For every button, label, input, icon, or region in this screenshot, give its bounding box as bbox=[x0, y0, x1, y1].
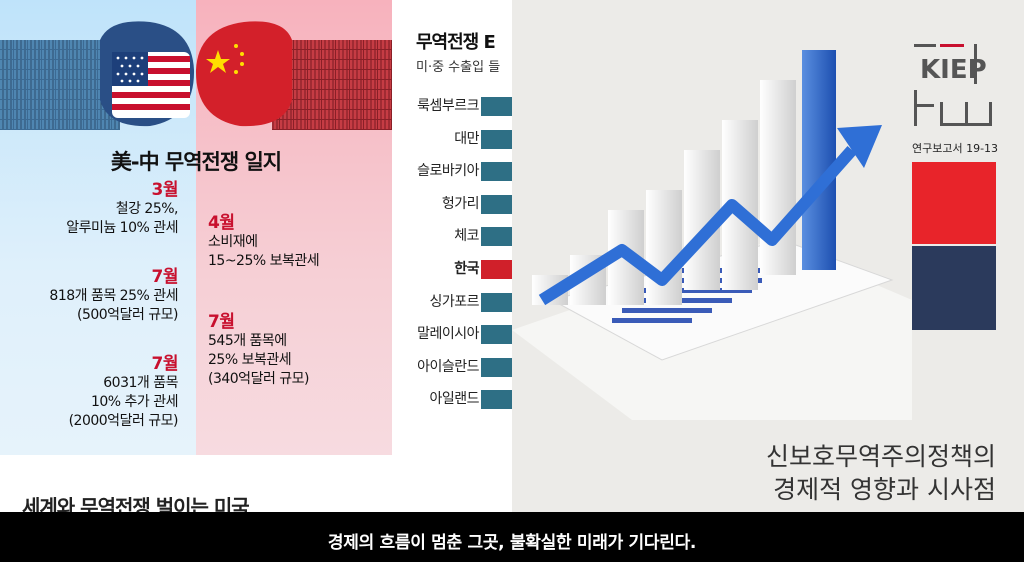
usa-event-2: 7월 818개 품목 25% 관세 (500억달러 규모) bbox=[49, 268, 178, 325]
country-row: 아일랜드 bbox=[392, 389, 512, 409]
country-row: 아이슬란드 bbox=[392, 357, 512, 377]
event-line: 6031개 품목 bbox=[103, 375, 178, 391]
event-month: 7월 bbox=[208, 312, 235, 332]
country-label: 대만 bbox=[454, 131, 479, 147]
event-line: 818개 품목 25% 관세 bbox=[49, 288, 178, 304]
kiep-logo-text: KIEP bbox=[920, 55, 987, 85]
infographic-title: 美-中 무역전쟁 일지 bbox=[110, 150, 282, 174]
country-row: 싱가포르 bbox=[392, 292, 512, 312]
event-month: 7월 bbox=[151, 354, 179, 374]
country-row: 헝가리 bbox=[392, 194, 512, 214]
country-bar bbox=[481, 390, 512, 409]
report-series-label: 연구보고서 19-13 bbox=[912, 142, 999, 155]
country-bar bbox=[481, 195, 512, 214]
usa-event-3: 7월 6031개 품목 10% 추가 관세 (2000억달러 규모) bbox=[68, 354, 179, 431]
event-line: (2000억달러 규모) bbox=[68, 413, 179, 429]
country-bar bbox=[481, 325, 512, 344]
country-row: 룩셈부르크 bbox=[392, 96, 512, 116]
event-line: 철강 25%, bbox=[115, 201, 179, 217]
event-month: 3월 bbox=[151, 180, 179, 200]
event-month: 7월 bbox=[151, 267, 179, 287]
china-event-1: 4월 소비재에 15~25% 보복관세 bbox=[208, 213, 320, 271]
subtitle-bar: 경제의 흐름이 멈춘 그곳, 불확실한 미래가 기다린다. bbox=[0, 512, 1024, 562]
video-subtitle: 경제의 흐름이 멈춘 그곳, 불확실한 미래가 기다린다. bbox=[327, 533, 697, 553]
country-row: 슬로바키아 bbox=[392, 161, 512, 181]
video-frame: 美-中 무역전쟁 일지 3월 철강 25%, 알루미늄 10% 관세 7월 81… bbox=[0, 0, 1024, 512]
report-title-line: 경제적 영향과 시사점 bbox=[773, 475, 996, 504]
country-row: 한국 bbox=[392, 259, 512, 279]
report-title-line: 신보호무역주의정책의 bbox=[765, 442, 996, 471]
country-label: 싱가포르 bbox=[429, 294, 479, 310]
country-row: 체코 bbox=[392, 226, 512, 246]
event-line: 545개 품목에 bbox=[208, 333, 287, 349]
country-label: 말레이시아 bbox=[417, 326, 479, 342]
event-month: 4월 bbox=[208, 213, 235, 233]
event-line: 알루미늄 10% 관세 bbox=[66, 220, 178, 236]
chart-subtitle: 미·중 수출입 들 bbox=[416, 60, 501, 75]
country-label: 아일랜드 bbox=[429, 391, 479, 407]
country-row: 말레이시아 bbox=[392, 324, 512, 344]
country-bar bbox=[481, 130, 512, 149]
country-label: 한국 bbox=[454, 261, 479, 277]
report-cover: KIEP 연구보고서 19-13 신보호무역주의정책의 경제적 영향과 시사점 bbox=[512, 0, 1024, 512]
country-bar bbox=[481, 293, 512, 312]
event-line: 소비재에 bbox=[208, 234, 258, 250]
country-bar bbox=[481, 358, 512, 377]
country-label: 룩셈부르크 bbox=[417, 98, 479, 114]
country-label: 아이슬란드 bbox=[417, 359, 479, 375]
country-label: 체코 bbox=[454, 228, 479, 244]
china-event-2: 7월 545개 품목에 25% 보복관세 (340억달러 규모) bbox=[208, 312, 310, 389]
report-title: 신보호무역주의정책의 경제적 영향과 시사점 bbox=[766, 440, 996, 506]
country-label: 슬로바키아 bbox=[417, 163, 479, 179]
trade-war-infographic: 美-中 무역전쟁 일지 3월 철강 25%, 알루미늄 10% 관세 7월 81… bbox=[0, 0, 392, 512]
chart-title: 무역전쟁 E bbox=[416, 32, 496, 53]
event-line: (500억달러 규모) bbox=[77, 307, 179, 323]
article-headline-area: 세계와 무역전쟁 벌이는 미국 bbox=[0, 455, 392, 512]
country-bar bbox=[481, 162, 512, 181]
event-line: 10% 추가 관세 bbox=[90, 394, 179, 410]
country-row: 대만 bbox=[392, 129, 512, 149]
country-bar bbox=[481, 260, 512, 279]
country-bar bbox=[481, 97, 512, 116]
china-boxing-glove bbox=[195, 21, 292, 127]
boxing-gloves-photo bbox=[0, 21, 392, 130]
usa-boxing-glove bbox=[100, 21, 195, 127]
event-line: 25% 보복관세 bbox=[208, 352, 292, 368]
navy-color-block bbox=[912, 246, 996, 330]
country-bar bbox=[481, 227, 512, 246]
country-label: 헝가리 bbox=[441, 196, 480, 212]
article-headline: 세계와 무역전쟁 벌이는 미국 bbox=[22, 495, 250, 512]
growth-chart-illustration bbox=[512, 50, 912, 420]
kiep-logo: KIEP bbox=[914, 44, 992, 126]
red-color-block bbox=[912, 162, 996, 244]
event-line: 15~25% 보복관세 bbox=[208, 253, 320, 269]
event-line: (340억달러 규모) bbox=[208, 371, 310, 387]
usa-event-1: 3월 철강 25%, 알루미늄 10% 관세 bbox=[66, 181, 178, 238]
